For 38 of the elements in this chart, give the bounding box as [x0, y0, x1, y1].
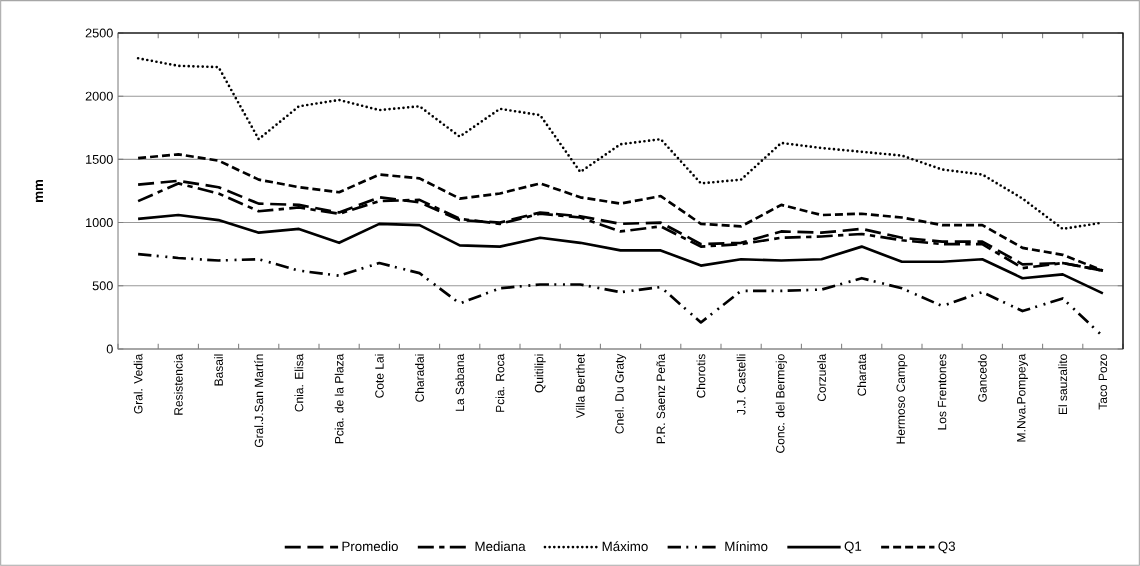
x-tick-label: Charadai	[415, 354, 424, 402]
x-tick-label: Cnel. Du Graty	[614, 353, 627, 434]
x-tick-label: Pcia. Roca	[495, 353, 505, 412]
x-tick-label: J.J. Castelli	[736, 354, 746, 415]
y-tick-label: 2000	[85, 91, 113, 101]
y-tick-label: 1000	[86, 218, 113, 228]
x-tick-label: Basail	[214, 354, 223, 386]
x-tick-label: Gancedo	[977, 354, 987, 402]
legend-label: Q3	[938, 541, 955, 554]
x-tick-label: Gral.J.San Martín	[254, 354, 264, 448]
x-tick-label: Chorotis	[696, 354, 706, 398]
x-tick-label: El sauzalito	[1058, 354, 1068, 415]
x-tick-label: P.R. Saenz Peña	[656, 353, 666, 444]
y-tick-label: 0	[106, 344, 113, 354]
y-tick-label: 1500	[86, 154, 113, 164]
x-tick-label: Los Frentones	[937, 354, 947, 430]
x-tick-label: Gral. Vedia	[133, 353, 143, 414]
x-tick-label: Pcia. de la Plaza	[334, 353, 344, 444]
x-tick-label: Taco Pozo	[1098, 354, 1108, 410]
x-tick-label: Cnia. Elisa	[294, 353, 304, 412]
legend-label: Q1	[844, 541, 862, 554]
x-tick-label: Charata	[857, 353, 867, 396]
legend-label: Mínimo	[725, 541, 768, 552]
legend-label: Mediana	[475, 541, 526, 552]
y-tick-label: 500	[92, 281, 113, 291]
x-tick-label: Hermoso Campo	[896, 354, 908, 444]
x-tick-label: Cote Lai	[374, 354, 384, 398]
x-tick-label: Villa Berthet	[575, 353, 585, 419]
x-tick-label: La Sabana	[455, 353, 465, 411]
legend-label: Máximo	[602, 541, 648, 552]
x-tick-label: M.Nva.Pompeya	[1017, 353, 1028, 442]
y-tick-label: 2500	[85, 28, 113, 38]
x-tick-label: Resistencia	[173, 353, 183, 415]
legend-label: Promedio	[342, 541, 398, 552]
x-tick-label: Corzuela	[817, 353, 826, 402]
y-axis-title: mm	[35, 179, 43, 202]
x-tick-label: Conc. del Bermejo	[775, 354, 787, 453]
x-tick-label: Quitilipi	[534, 354, 546, 393]
